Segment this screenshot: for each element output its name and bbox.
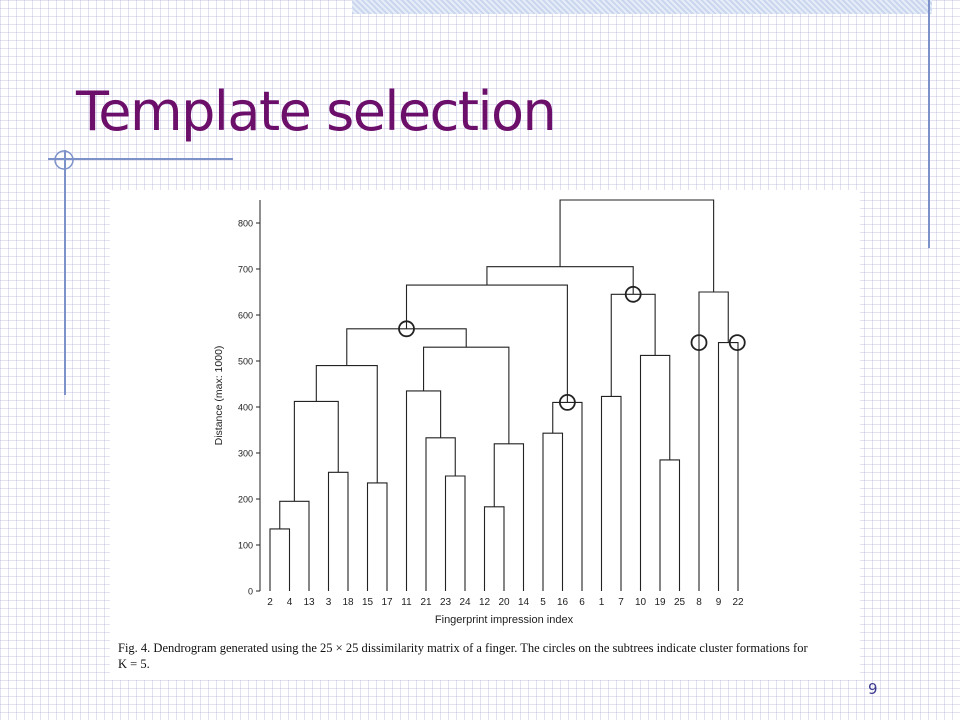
dendrogram-link-16 [659, 459, 681, 591]
dendrogram-chart: 0 100 200 300 400 500 600 700 800 Distance (max: … [213, 199, 746, 626]
dendrogram-link-11 [423, 346, 510, 444]
dendrogram-link-6 [444, 475, 466, 591]
cluster-circle-2 [624, 285, 642, 303]
decor-line-vertical-right [928, 0, 930, 248]
y-tick-label-800: 800 [238, 219, 253, 229]
leaf-label-20: 20 [498, 597, 510, 608]
dendrogram-link-3 [293, 400, 339, 502]
dendrogram-link-13 [542, 432, 564, 591]
decor-circle [54, 150, 74, 170]
dendrogram-link-5 [315, 365, 378, 483]
decor-line-vertical-left [64, 150, 66, 395]
leaf-label-9: 9 [716, 597, 722, 608]
dendrogram-link-17 [639, 354, 671, 591]
leaf-label-1: 1 [599, 597, 605, 608]
caption-line-2: K = 5. [118, 657, 150, 671]
leaf-label-15: 15 [362, 597, 374, 608]
leaf-label-7: 7 [618, 597, 624, 608]
dendrogram-link-10 [493, 443, 525, 591]
dendrogram-link-8 [405, 390, 442, 591]
dendrogram-link-21 [717, 342, 739, 591]
y-tick-label-600: 600 [238, 311, 253, 321]
cluster-circle-1 [558, 393, 576, 411]
leaf-label-8: 8 [696, 597, 702, 608]
leaf-label-25: 25 [674, 597, 686, 608]
cluster-circle-3 [690, 334, 708, 352]
cluster-circle-4 [728, 334, 746, 352]
cluster-circle-0 [398, 320, 415, 338]
y-tick-label-400: 400 [238, 403, 253, 413]
leaf-label-3: 3 [326, 597, 332, 608]
y-tick-label-500: 500 [238, 357, 253, 367]
dendrogram-link-1 [279, 500, 310, 591]
dendrogram-link-0 [269, 528, 291, 591]
leaf-label-16: 16 [557, 597, 569, 608]
dendrogram-link-15 [405, 284, 568, 403]
dendrogram-link-4 [366, 482, 388, 591]
y-tick-label-700: 700 [238, 265, 253, 275]
y-axis-label: Distance (max: 1000) [213, 346, 225, 446]
leaf-label-10: 10 [635, 597, 647, 608]
leaf-label-5: 5 [540, 597, 546, 608]
leaf-label-13: 13 [303, 597, 315, 608]
dendrogram-link-23 [559, 199, 715, 292]
leaf-label-4: 4 [287, 597, 293, 608]
leaf-label-24: 24 [459, 597, 471, 608]
dendrogram-link-18 [600, 395, 622, 591]
decor-line-horizontal [48, 158, 233, 160]
y-tick-label-200: 200 [238, 495, 253, 505]
slide-title: Template selection [76, 80, 557, 143]
leaf-label-21: 21 [420, 597, 432, 608]
leaf-label-22: 22 [732, 597, 744, 608]
x-axis-label: Fingerprint impression index [435, 614, 574, 626]
leaf-label-11: 11 [401, 597, 412, 608]
caption-line-1: Fig. 4. Dendrogram generated using the 2… [118, 641, 808, 655]
leaf-label-14: 14 [518, 597, 530, 608]
header-pattern-band [352, 0, 932, 14]
figure-caption: Fig. 4. Dendrogram generated using the 2… [118, 640, 860, 672]
dendrogram-link-19 [610, 293, 656, 397]
leaf-label-2: 2 [267, 597, 273, 608]
dendrogram-link-14 [552, 401, 583, 591]
dendrogram-link-9 [483, 506, 505, 591]
dendrogram-link-20 [486, 266, 634, 295]
y-tick-label-300: 300 [238, 449, 253, 459]
y-tick-label-100: 100 [238, 541, 253, 551]
y-tick-label-0: 0 [248, 587, 253, 597]
leaf-label-23: 23 [440, 597, 452, 608]
leaf-label-19: 19 [654, 597, 666, 608]
page-number: 9 [868, 680, 878, 698]
leaf-label-6: 6 [579, 597, 585, 608]
leaf-label-17: 17 [381, 597, 393, 608]
dendrogram-link-7 [425, 437, 456, 591]
leaf-label-12: 12 [479, 597, 491, 608]
dendrogram-figure: 0 100 200 300 400 500 600 700 800 Distance (max: … [110, 190, 860, 680]
dendrogram-link-2 [327, 471, 349, 591]
leaf-label-18: 18 [342, 597, 354, 608]
